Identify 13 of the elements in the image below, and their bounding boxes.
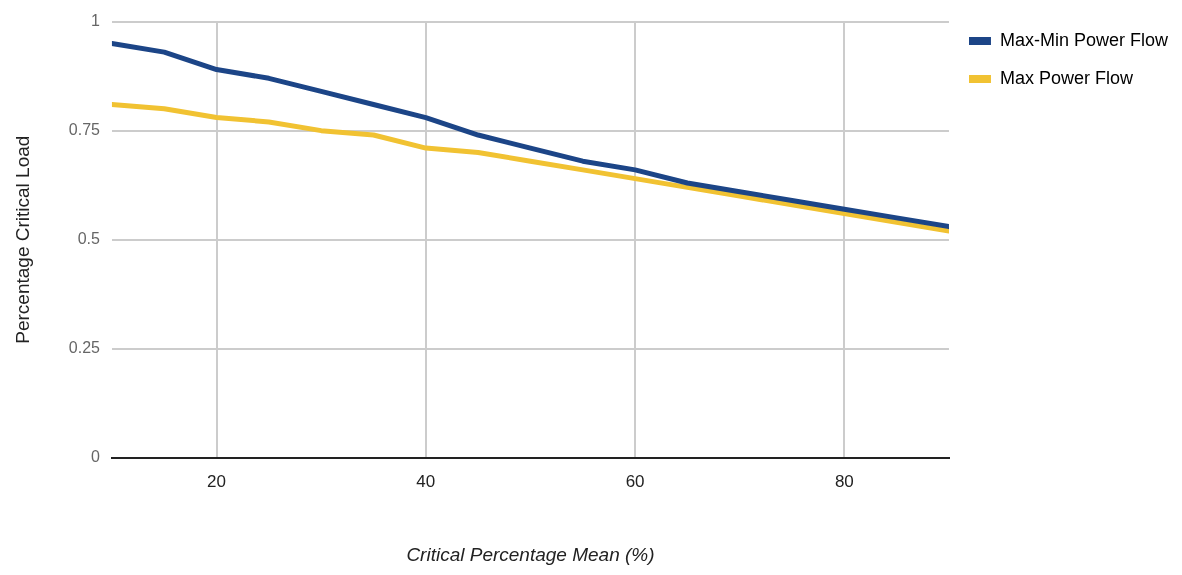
x-axis-title: Critical Percentage Mean (%) bbox=[406, 543, 655, 565]
legend-label: Max-Min Power Flow bbox=[999, 29, 1169, 50]
y-tick-label: 0.5 bbox=[77, 230, 101, 248]
y-tick-label: 0.75 bbox=[68, 121, 101, 139]
y-tick-label: 1 bbox=[91, 12, 101, 30]
x-tick-label: 20 bbox=[207, 471, 227, 491]
legend-label: Max Power Flow bbox=[999, 67, 1134, 88]
x-tick-label: 60 bbox=[625, 471, 645, 491]
x-tick-label: 80 bbox=[834, 471, 854, 491]
y-axis-title: Percentage Critical Load bbox=[11, 135, 33, 344]
y-tick-label: 0.25 bbox=[68, 339, 101, 357]
y-tick-label: 0 bbox=[91, 448, 101, 466]
x-tick-label: 40 bbox=[416, 471, 436, 491]
